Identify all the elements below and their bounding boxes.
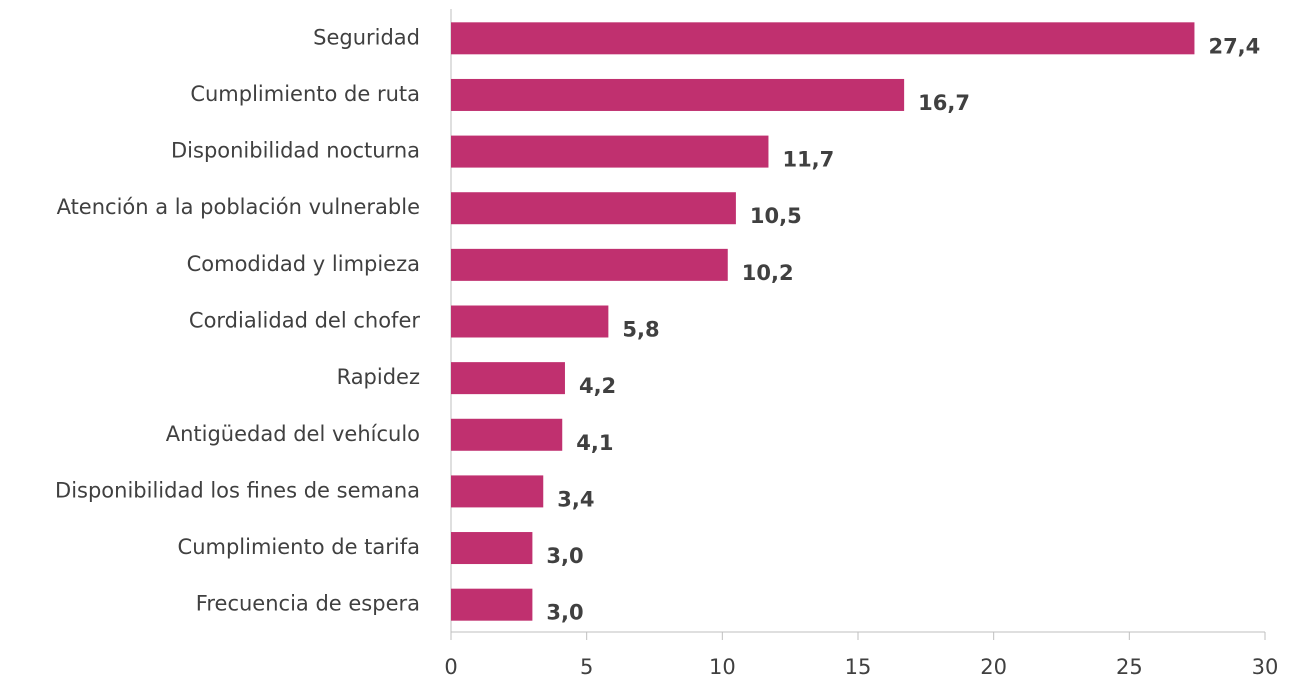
y-tick-label: Frecuencia de espera <box>196 592 420 616</box>
value-label: 4,1 <box>576 431 613 455</box>
bar <box>451 532 533 565</box>
y-tick-label: Cumplimiento de tarifa <box>178 535 420 559</box>
value-label: 4,2 <box>579 374 616 398</box>
x-tick-label: 5 <box>580 655 593 679</box>
y-tick-label: Antigüedad del vehículo <box>166 422 420 446</box>
bar <box>451 588 533 621</box>
y-tick-label: Seguridad <box>313 25 420 49</box>
bar <box>451 22 1195 55</box>
x-tick-label: 10 <box>709 655 736 679</box>
x-tick-label: 25 <box>1116 655 1143 679</box>
bar <box>451 418 563 451</box>
bar <box>451 135 769 168</box>
bar <box>451 248 728 281</box>
y-tick-label: Disponibilidad nocturna <box>171 139 420 163</box>
bar <box>451 305 609 338</box>
value-label: 10,5 <box>750 204 802 228</box>
value-label: 5,8 <box>622 318 659 342</box>
x-tick-label: 0 <box>444 655 457 679</box>
y-tick-label: Cordialidad del chofer <box>189 309 420 333</box>
bar <box>451 475 544 508</box>
y-tick-label: Disponibilidad los fines de semana <box>55 478 420 502</box>
y-tick-label: Atención a la población vulnerable <box>57 195 420 219</box>
value-label: 3,0 <box>546 601 583 625</box>
value-label: 11,7 <box>782 148 834 172</box>
x-tick-label: 15 <box>845 655 872 679</box>
value-label: 3,0 <box>546 544 583 568</box>
value-label: 3,4 <box>557 487 594 511</box>
x-tick-label: 30 <box>1252 655 1279 679</box>
y-tick-label: Cumplimiento de ruta <box>190 82 420 106</box>
value-label: 27,4 <box>1208 34 1260 58</box>
value-label: 10,2 <box>742 261 794 285</box>
bar <box>451 192 736 225</box>
x-tick-label: 20 <box>980 655 1007 679</box>
value-label: 16,7 <box>918 91 970 115</box>
y-tick-label: Rapidez <box>337 365 420 389</box>
bar <box>451 78 905 111</box>
bar <box>451 362 565 395</box>
y-tick-label: Comodidad y limpieza <box>187 252 420 276</box>
